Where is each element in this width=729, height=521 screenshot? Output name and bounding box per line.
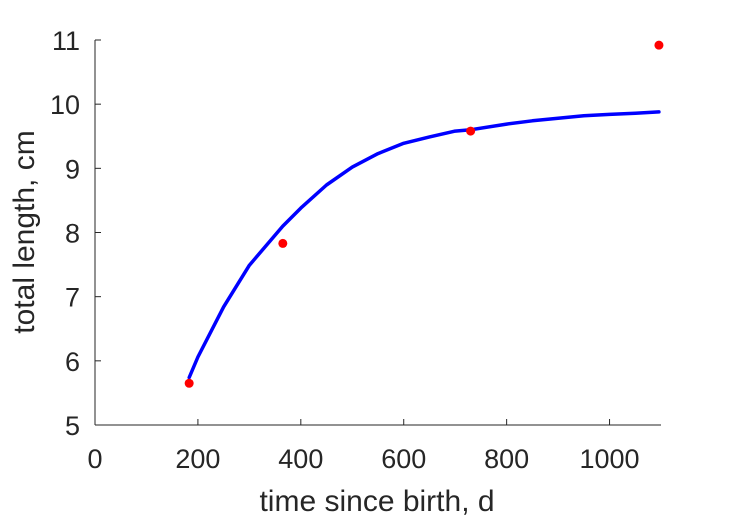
x-tick-label: 1000 [580,444,640,474]
data-point [654,40,664,50]
y-axis-label: total length, cm [8,130,41,333]
y-tick-label: 10 [50,90,80,120]
y-tick-label: 6 [65,347,80,377]
fitted-curve-layer [187,110,661,380]
x-tick-label: 200 [175,444,220,474]
data-point [466,126,476,136]
y-tick-label: 11 [52,26,80,56]
plot-background [95,40,661,425]
axes: 0 200 400 600 800 1000 5 6 7 8 9 10 11 [50,26,661,474]
y-tick-label: 5 [65,411,80,441]
x-tick-label: 0 [87,444,102,474]
y-tick-label: 8 [65,219,80,249]
x-tick-label: 600 [381,444,426,474]
fitted-curve [187,110,661,380]
data-point [184,378,194,388]
x-axis-label: time since birth, d [259,485,494,518]
y-tick-label: 7 [65,283,80,313]
x-tick-label: 800 [484,444,529,474]
plot-area [95,40,661,425]
y-tick-label: 9 [65,154,80,184]
data-points-layer [184,40,664,388]
data-point [278,238,288,248]
x-tick-label: 400 [278,444,323,474]
